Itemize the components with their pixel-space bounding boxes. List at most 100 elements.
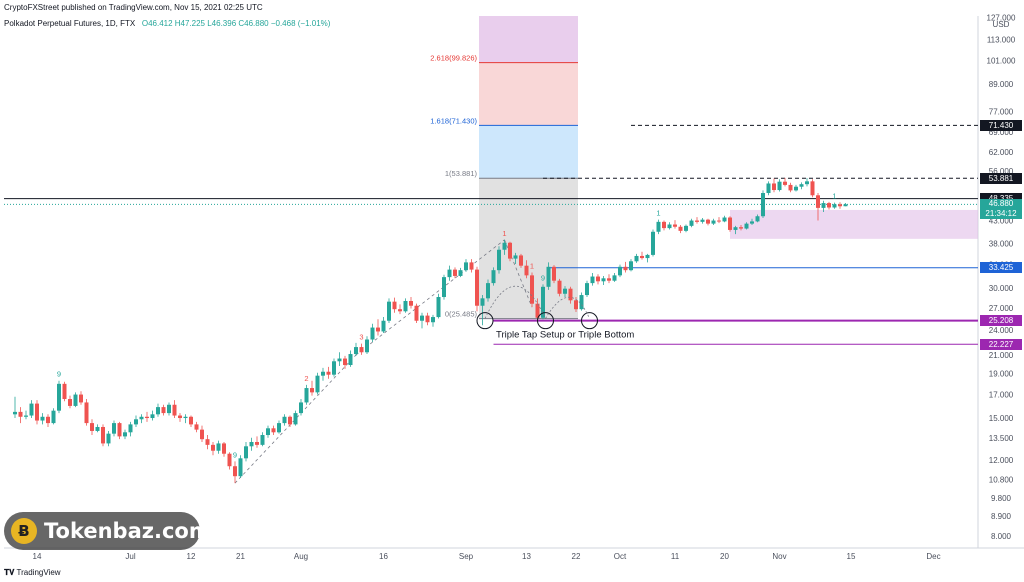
candle-body <box>590 276 595 284</box>
candle-body <box>750 221 754 224</box>
candle-body <box>73 394 78 406</box>
watermark-text: Tokenbaz.com <box>44 519 211 543</box>
candle <box>282 414 287 426</box>
candle <box>112 420 116 437</box>
candle-body <box>794 186 798 191</box>
current-price-tag: 46.880 21:34:12 <box>980 198 1022 219</box>
candle-body <box>222 443 226 454</box>
candle-body <box>145 416 149 419</box>
candle-body <box>766 183 771 194</box>
candle <box>546 262 551 290</box>
candle-body <box>546 266 551 287</box>
candle-body <box>524 265 529 276</box>
candle <box>662 220 666 231</box>
current-price-value: 46.880 <box>988 198 1014 208</box>
candle <box>508 241 512 262</box>
candle <box>106 430 111 447</box>
candle-body <box>513 255 518 259</box>
candle <box>447 265 452 281</box>
candle-body <box>832 204 837 208</box>
bar-countdown: 21:34:12 <box>985 208 1017 218</box>
triple-arc-2 <box>545 297 590 319</box>
candle-body <box>684 225 688 231</box>
candle <box>480 295 485 326</box>
candle <box>442 274 446 300</box>
y-tick-label: 10.800 <box>989 476 1014 485</box>
candle <box>348 350 353 367</box>
candle-body <box>172 404 177 416</box>
candle <box>29 400 34 419</box>
candle-body <box>744 223 749 229</box>
candle <box>799 182 804 190</box>
x-tick-label: 11 <box>671 552 680 561</box>
candle <box>57 380 61 414</box>
candle <box>299 399 303 416</box>
candle <box>354 342 358 356</box>
candle <box>838 202 842 209</box>
candle <box>337 352 342 366</box>
candle-body <box>673 224 677 227</box>
candle-body <box>799 184 804 187</box>
candle <box>777 179 782 192</box>
level-tag-53.881: 53.881 <box>980 172 1022 184</box>
y-tick-label: 69.000 <box>989 128 1014 137</box>
candle <box>387 298 391 323</box>
candle-body <box>585 283 589 296</box>
candle-body <box>161 407 166 414</box>
candle <box>739 224 743 231</box>
triple-bottom-circle-2 <box>537 312 554 330</box>
y-tick-label: 12.000 <box>989 456 1014 465</box>
candle <box>189 415 193 427</box>
candle <box>123 429 127 440</box>
candle <box>117 421 122 440</box>
y-tick-label: 27.000 <box>989 304 1014 313</box>
candle <box>464 259 468 272</box>
symbol-title: Polkadot Perpetual Futures, 1D, FTX <box>4 19 136 28</box>
candle <box>288 415 292 427</box>
candle-body <box>24 415 28 417</box>
candle <box>436 293 441 319</box>
candle <box>755 214 760 223</box>
candle <box>772 178 776 193</box>
candle <box>398 304 402 315</box>
candle-body <box>711 220 716 224</box>
candle <box>805 178 809 187</box>
tradingview-footer: 𝐓𝐕 TradingView <box>4 568 61 578</box>
candle <box>365 336 369 355</box>
fib-label-2.618: 2.618(99.826) <box>430 54 477 63</box>
candle-body <box>51 410 56 424</box>
y-tick-label: 30.000 <box>989 284 1014 293</box>
candle-body <box>189 416 193 425</box>
candle-body <box>761 193 765 217</box>
candle <box>68 395 72 409</box>
candle <box>618 264 622 278</box>
candle <box>178 413 182 422</box>
x-tick-label: Aug <box>294 552 308 561</box>
td-count-label: 1 <box>530 261 534 270</box>
candle-body <box>18 411 23 417</box>
candle-body <box>293 413 298 425</box>
y-tick-label: 13.500 <box>989 434 1014 443</box>
candle-body <box>722 217 727 222</box>
candle-body <box>266 428 270 436</box>
candle <box>315 372 320 395</box>
candle <box>326 366 331 379</box>
candle-body <box>304 388 309 403</box>
tradingview-brand: TradingView <box>16 568 61 577</box>
candle-body <box>112 423 116 434</box>
candle <box>486 279 490 302</box>
candle-body <box>409 300 413 306</box>
candle-body <box>128 424 133 433</box>
triple-bottom-circle-1 <box>476 312 494 330</box>
candle <box>843 202 848 207</box>
candle-body <box>414 305 419 321</box>
td-count-label: 9 <box>541 273 545 282</box>
y-tick-label: 77.000 <box>989 107 1014 116</box>
candle <box>513 252 518 265</box>
level-tag-71.430: 71.430 <box>980 119 1022 131</box>
candle <box>623 261 628 273</box>
candle <box>200 425 204 442</box>
candle-body <box>827 203 831 208</box>
candle <box>645 253 650 263</box>
